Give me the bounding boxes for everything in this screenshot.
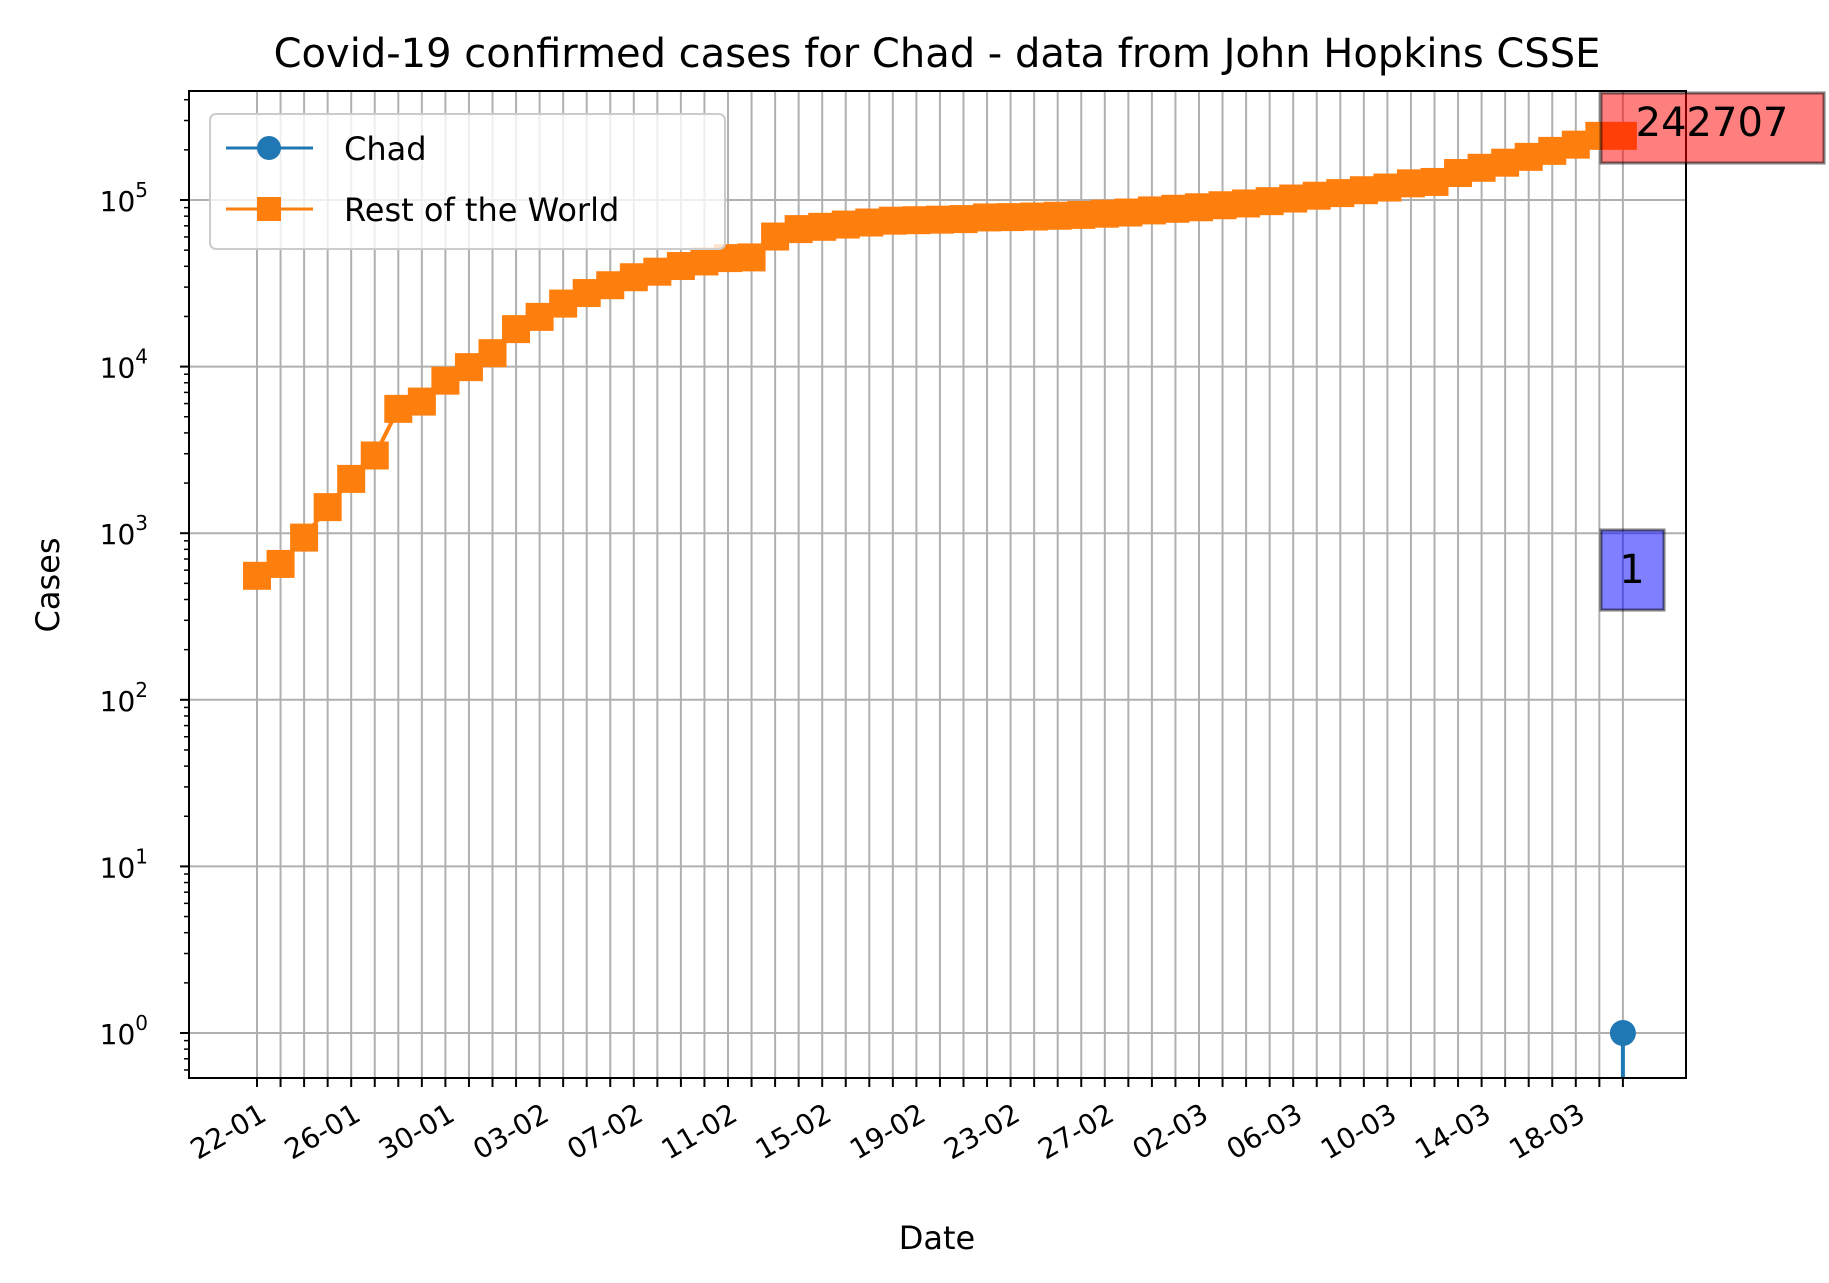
chart-title: Covid-19 confirmed cases for Chad - data… bbox=[274, 31, 1601, 77]
data-point-rest-of-world bbox=[407, 387, 436, 416]
y-grid bbox=[189, 199, 1686, 1034]
x-axis-label: Date bbox=[899, 1219, 975, 1257]
data-point-rest-of-world bbox=[549, 289, 578, 318]
data-point-rest-of-world bbox=[619, 263, 648, 292]
y-tick-label: 104 bbox=[100, 345, 148, 385]
data-point-rest-of-world bbox=[1020, 202, 1049, 231]
data-point-rest-of-world bbox=[1208, 191, 1237, 220]
data-point-rest-of-world bbox=[1302, 181, 1331, 210]
data-point-rest-of-world bbox=[290, 523, 319, 552]
data-point-rest-of-world bbox=[878, 206, 907, 235]
series-layer bbox=[243, 121, 1637, 1078]
y-tick-label: 103 bbox=[100, 511, 148, 551]
data-point-rest-of-world bbox=[1514, 142, 1543, 171]
data-point-rest-of-world bbox=[1396, 169, 1425, 198]
data-point-rest-of-world bbox=[1185, 193, 1213, 222]
data-point-rest-of-world bbox=[666, 252, 695, 281]
data-point-rest-of-world bbox=[831, 210, 860, 239]
data-point-rest-of-world bbox=[360, 441, 389, 470]
x-grid bbox=[256, 91, 1624, 1078]
data-point-rest-of-world bbox=[1067, 200, 1096, 229]
data-point-rest-of-world bbox=[431, 366, 460, 395]
data-point-rest-of-world bbox=[502, 315, 531, 344]
data-point-rest-of-world bbox=[949, 205, 978, 234]
data-point-rest-of-world bbox=[384, 394, 413, 423]
data-point-rest-of-world bbox=[1279, 184, 1308, 213]
data-point-rest-of-world bbox=[784, 215, 813, 244]
data-point-rest-of-world bbox=[1114, 198, 1143, 227]
data-point-rest-of-world bbox=[855, 208, 884, 237]
data-point-rest-of-world bbox=[761, 222, 790, 251]
data-point-rest-of-world bbox=[973, 203, 1002, 232]
annotation-box-rest-of-world bbox=[1599, 91, 1826, 165]
annotation-label-chad: 1 bbox=[1619, 547, 1644, 593]
data-point-rest-of-world bbox=[690, 247, 719, 276]
annotation-label-rest-of-world: 242707 bbox=[1636, 100, 1789, 146]
data-point-rest-of-world bbox=[1137, 196, 1166, 225]
data-point-rest-of-world bbox=[1349, 176, 1378, 205]
data-point-rest-of-world bbox=[1043, 201, 1072, 230]
data-point-rest-of-world bbox=[808, 212, 837, 241]
data-point-rest-of-world bbox=[1326, 179, 1355, 208]
plot-frame bbox=[188, 90, 1687, 1079]
data-point-rest-of-world bbox=[1538, 136, 1567, 165]
data-point-rest-of-world bbox=[1420, 167, 1449, 196]
data-point-rest-of-world bbox=[266, 549, 295, 578]
data-point-rest-of-world bbox=[1467, 153, 1496, 182]
data-point-rest-of-world bbox=[1161, 194, 1190, 223]
data-point-rest-of-world bbox=[1255, 187, 1284, 216]
data-point-rest-of-world bbox=[313, 493, 342, 522]
data-point-rest-of-world bbox=[1373, 173, 1402, 202]
plot-area bbox=[184, 90, 1687, 1079]
data-point-rest-of-world bbox=[243, 561, 271, 590]
data-point-rest-of-world bbox=[737, 243, 766, 272]
annotation-box-chad bbox=[1599, 528, 1666, 612]
data-point-rest-of-world bbox=[1090, 199, 1119, 228]
legend: Chad Rest of the World bbox=[209, 113, 726, 250]
y-axis: 100 101 102 103 104 105 bbox=[100, 178, 189, 1051]
data-point-rest-of-world bbox=[1232, 189, 1261, 218]
data-point-rest-of-world bbox=[1444, 159, 1473, 188]
data-point-chad bbox=[1609, 1020, 1636, 1046]
annotations: 242707 1 bbox=[1599, 91, 1826, 612]
data-point-rest-of-world bbox=[996, 203, 1025, 232]
data-point-rest-of-world bbox=[572, 279, 601, 308]
data-point-rest-of-world bbox=[1491, 148, 1520, 177]
legend-marker-rest-of-world bbox=[257, 197, 281, 221]
legend-label-rest-of-world: Rest of the World bbox=[344, 191, 619, 229]
y-tick-label: 102 bbox=[100, 678, 148, 718]
data-point-rest-of-world bbox=[925, 205, 954, 234]
legend-label-chad: Chad bbox=[344, 130, 427, 168]
y-tick-label: 101 bbox=[100, 844, 148, 884]
legend-box bbox=[209, 113, 726, 250]
legend-marker-chad bbox=[257, 136, 281, 160]
y-tick-label: 100 bbox=[100, 1011, 148, 1051]
data-point-rest-of-world bbox=[596, 271, 625, 300]
data-point-rest-of-world bbox=[525, 302, 554, 331]
data-point-rest-of-world bbox=[902, 206, 931, 235]
y-tick-label: 105 bbox=[100, 178, 148, 218]
data-point-rest-of-world bbox=[478, 339, 507, 368]
data-point-rest-of-world bbox=[643, 257, 672, 286]
y-axis-label: Cases bbox=[29, 538, 67, 633]
data-point-rest-of-world bbox=[337, 464, 366, 493]
data-point-rest-of-world bbox=[454, 353, 483, 382]
data-point-rest-of-world bbox=[1561, 130, 1590, 159]
